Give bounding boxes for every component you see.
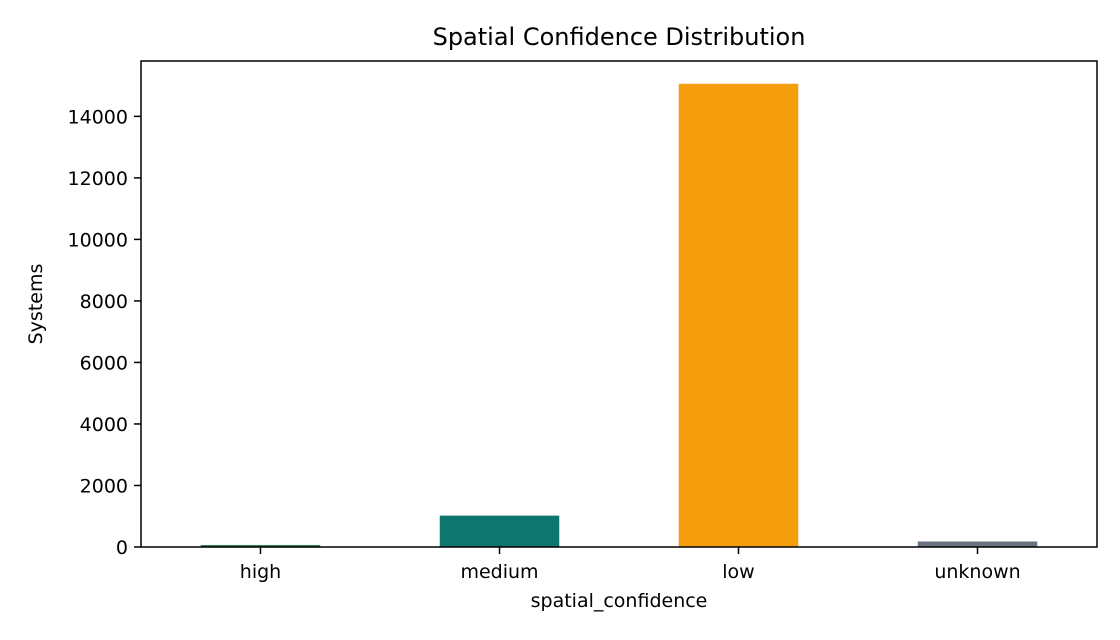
plot-frame (140, 60, 1098, 548)
bar-low (678, 83, 799, 547)
x-tick-label: medium (460, 561, 538, 583)
bar-medium (439, 515, 560, 547)
x-tick-label: unknown (934, 561, 1020, 583)
x-tick-label: high (240, 561, 281, 583)
y-tick-label: 6000 (80, 352, 128, 374)
y-tick-label: 4000 (80, 414, 128, 436)
x-axis: high medium low unknown (240, 547, 1021, 583)
x-tick-label: low (722, 561, 754, 583)
y-axis: 0 2000 4000 6000 8000 10000 12000 14000 (68, 106, 141, 559)
x-axis-label: spatial_confidence (531, 590, 708, 612)
y-axis-label: Systems (25, 264, 47, 345)
y-tick-label: 2000 (80, 475, 128, 497)
chart-title: Spatial Confidence Distribution (433, 23, 806, 51)
y-tick-label: 10000 (68, 229, 128, 251)
bar-high (200, 545, 321, 547)
y-tick-label: 0 (116, 537, 128, 559)
y-tick-label: 8000 (80, 291, 128, 313)
y-tick-label: 12000 (68, 168, 128, 190)
bar-unknown (917, 541, 1038, 547)
y-tick-label: 14000 (68, 106, 128, 128)
bars-group (200, 83, 1038, 547)
